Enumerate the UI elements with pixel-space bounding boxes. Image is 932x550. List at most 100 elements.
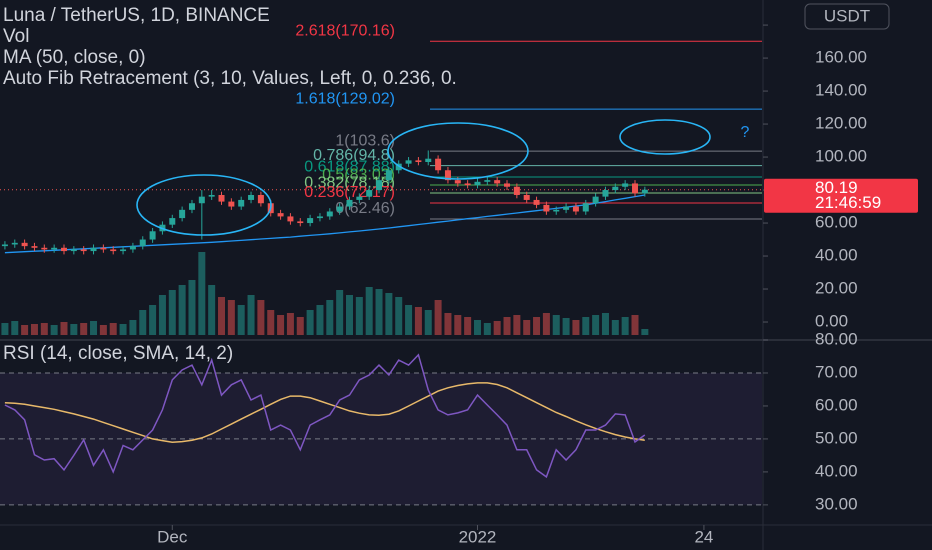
y-tick-label: 70.00 (815, 362, 858, 381)
volume-bar (424, 310, 432, 335)
candle-body (395, 163, 402, 171)
candle-body (297, 221, 304, 224)
volume-bar (473, 320, 481, 335)
last-price-label: 80.19 (815, 178, 858, 197)
volume-bar (572, 320, 580, 335)
fib-label: 0(62.46) (335, 200, 395, 217)
candle-body (572, 206, 579, 212)
candle-body (513, 186, 520, 195)
candle-body (376, 180, 383, 191)
volume-bar (621, 317, 629, 335)
candle-body (90, 247, 97, 252)
candle-body (316, 216, 323, 219)
fib-label: 0.382(78.18) (304, 174, 395, 191)
drawings (136, 119, 711, 236)
volume-bar (601, 313, 609, 335)
volume-bar (405, 305, 413, 335)
ellipse-drawing[interactable] (387, 122, 529, 180)
ellipse-drawing[interactable] (619, 119, 711, 155)
indicator-label: MA (50, close, 0) (3, 47, 146, 68)
candle-body (435, 158, 442, 171)
candle-body (198, 196, 205, 204)
volume-bar (326, 300, 334, 335)
volume-bar (444, 313, 452, 335)
volume-bar (40, 323, 48, 335)
volume-bar (552, 315, 560, 335)
volume-bar (385, 293, 393, 335)
candle-body (385, 170, 392, 181)
volume-bar (109, 323, 117, 335)
volume-bar (129, 320, 137, 335)
fib-label: 1(103.6) (335, 132, 395, 149)
candle-body (632, 183, 638, 194)
y-tick-label: 30.00 (815, 494, 858, 513)
volume-bar (345, 295, 353, 335)
axes: 180.00160.00140.00120.00100.0080.0060.00… (157, 15, 867, 547)
volume-bar (542, 313, 550, 335)
candle-body (494, 180, 501, 184)
volume-bar (21, 325, 29, 335)
volume-bar (483, 323, 491, 335)
x-tick-label: Dec (157, 527, 188, 546)
fib-label: 2.618(170.16) (295, 23, 395, 40)
y-tick-label: 140.00 (815, 81, 867, 100)
candle-body (70, 249, 77, 252)
volume-bar (316, 305, 324, 335)
y-tick-label: 160.00 (815, 48, 867, 67)
currency-button[interactable] (804, 3, 890, 30)
volume-bar (306, 310, 314, 335)
candle-body (139, 239, 146, 247)
candle-body (582, 203, 589, 212)
volume-bar (523, 320, 531, 335)
candle-body (41, 247, 48, 250)
volume-bar (247, 295, 255, 335)
candle-body (31, 246, 38, 248)
volume-bar (493, 321, 501, 335)
annotation[interactable]: ? (741, 124, 750, 141)
volume-bar (80, 323, 88, 335)
volume-bar (218, 297, 226, 335)
fib-label: 0.786(94.8) (313, 147, 395, 164)
volume-bar (168, 290, 176, 335)
candle-body (120, 249, 127, 252)
y-tick-label: 120.00 (815, 114, 867, 133)
candle-body (60, 247, 67, 252)
ellipse-drawing[interactable] (136, 174, 272, 236)
candle-body (592, 196, 599, 204)
volume-bar (533, 317, 541, 335)
volume-bar (139, 310, 147, 335)
volume-bar (149, 305, 157, 335)
y-tick-label: 20.00 (815, 279, 858, 298)
y-tick-label: 100.00 (815, 147, 867, 166)
currency-label[interactable]: USDT (824, 6, 870, 25)
y-tick-label: 50.00 (815, 428, 858, 447)
candle-body (415, 160, 422, 162)
volume-bar (30, 324, 38, 335)
volume-bar (365, 287, 373, 335)
candle-body (405, 160, 412, 164)
candle-body (307, 218, 314, 224)
fib-label: 1.618(129.02) (295, 90, 395, 107)
candle-body (248, 194, 255, 200)
candle-body (51, 247, 58, 250)
volume-bar (464, 317, 472, 335)
candle-body (641, 189, 648, 194)
candle-body (474, 181, 481, 186)
volume-bar (237, 305, 245, 335)
rsi-title: RSI (14, close, SMA, 14, 2) (3, 343, 233, 364)
candle-body (504, 183, 511, 187)
y-tick-label: 40.00 (815, 246, 858, 265)
volume-bar (1, 323, 9, 335)
volume-bar (336, 290, 344, 335)
candle-body (543, 204, 550, 212)
candle-body (277, 213, 284, 217)
volume-bar (11, 321, 19, 335)
volume-bar (208, 285, 216, 335)
volume-bar (296, 317, 304, 335)
volume-bar (454, 315, 462, 335)
candle-body (287, 216, 294, 222)
rsi-line (4, 382, 645, 443)
volume-bar (158, 295, 166, 335)
candle-body (553, 209, 560, 212)
